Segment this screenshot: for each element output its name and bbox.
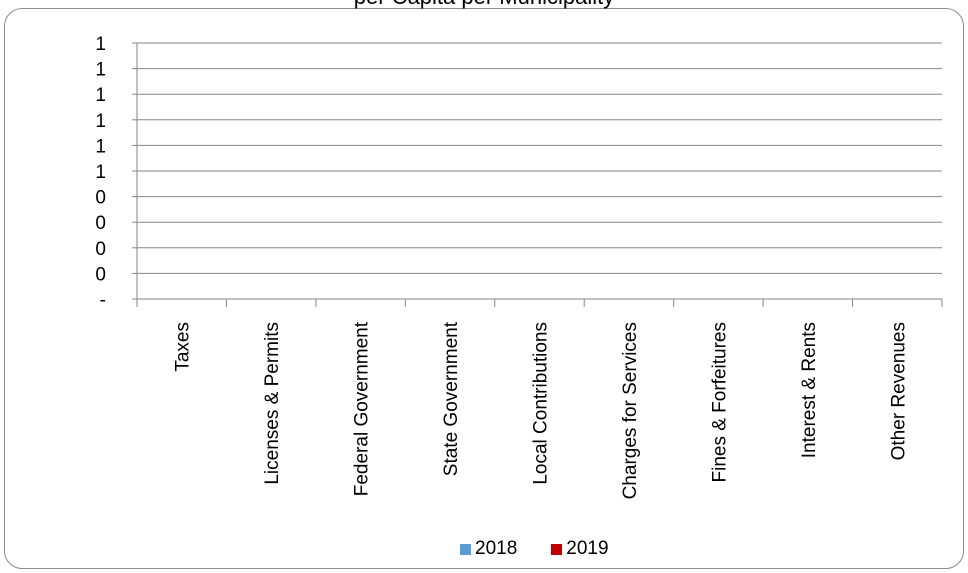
x-tick-label: State Government [441, 321, 462, 476]
x-tick-label: Taxes [173, 322, 194, 372]
legend-swatch-2019 [551, 543, 563, 555]
x-tick-label: Local Contributions [531, 322, 552, 485]
y-tick-label: 0 [95, 188, 106, 209]
x-tick-label: Other Revenues [888, 322, 909, 460]
x-tick-label: Licenses & Permits [262, 322, 283, 485]
legend: 2018 2019 [460, 537, 609, 561]
legend-swatch-2018 [460, 543, 471, 555]
legend-label-2019: 2019 [566, 538, 609, 559]
y-tick-label: 1 [95, 34, 106, 55]
y-tick-label: 1 [95, 111, 106, 132]
x-tick-label: Charges for Services [620, 322, 641, 499]
y-tick-label: 0 [95, 264, 106, 285]
y-axis: 1 1 1 1 1 1 0 0 0 0 - [95, 34, 138, 311]
legend-item-2019: 2019 [551, 538, 609, 560]
legend-label-2018: 2018 [475, 538, 518, 559]
x-tick-label: Fines & Forfeitures [709, 322, 730, 483]
y-tick-label: 1 [95, 136, 106, 157]
y-tick-label: 1 [95, 60, 106, 81]
y-tick-label: 0 [95, 239, 106, 260]
y-tick-label: 1 [95, 162, 106, 183]
chart-frame [4, 8, 964, 569]
y-tick-label: 1 [95, 85, 106, 106]
x-tick-label: Interest & Rents [799, 322, 820, 458]
legend-item-2018: 2018 [460, 538, 517, 560]
chart-title: per Capita per Municipality [0, 0, 968, 8]
y-tick-label: 0 [95, 213, 106, 234]
x-tick-label: Federal Government [352, 321, 373, 496]
gridlines [137, 42, 942, 274]
y-tick-label: - [100, 290, 106, 311]
x-axis: Taxes Licenses & Permits Federal Governmen… [137, 298, 943, 499]
